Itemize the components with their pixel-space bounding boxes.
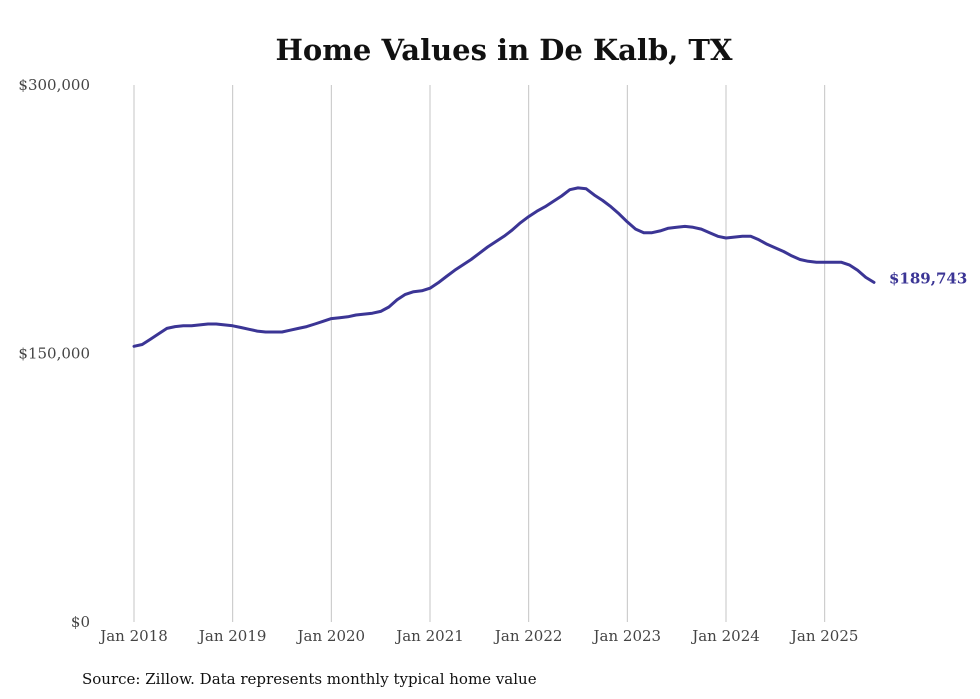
grid-lines [133,85,826,622]
x-tick-label: Jan 2020 [296,627,366,645]
x-tick-label: Jan 2021 [394,627,464,645]
series-layer [132,186,876,348]
x-tick-label: Jan 2023 [592,627,662,645]
y-tick-label: $0 [71,613,90,631]
x-tick-label: Jan 2018 [98,627,168,645]
x-tick-label: Jan 2022 [493,627,563,645]
x-tick-label: Jan 2019 [197,627,267,645]
x-axis-ticks: Jan 2018 Jan 2019 Jan 2020 Jan 2021 Jan 2022… [98,627,858,645]
y-tick-label: $300,000 [18,76,90,94]
series-line [132,186,876,348]
x-tick-label: Jan 2025 [789,627,859,645]
end-value-label: $189,743 [889,269,967,287]
annotation-layer: $189,743 [889,269,967,287]
x-tick-label: Jan 2024 [690,627,760,645]
y-tick-label: $150,000 [18,345,90,363]
y-axis-ticks: $0 $150,000 $300,000 [18,76,90,631]
source-note: Source: Zillow. Data represents monthly … [82,670,537,688]
chart-title: Home Values in De Kalb, TX [275,33,733,67]
